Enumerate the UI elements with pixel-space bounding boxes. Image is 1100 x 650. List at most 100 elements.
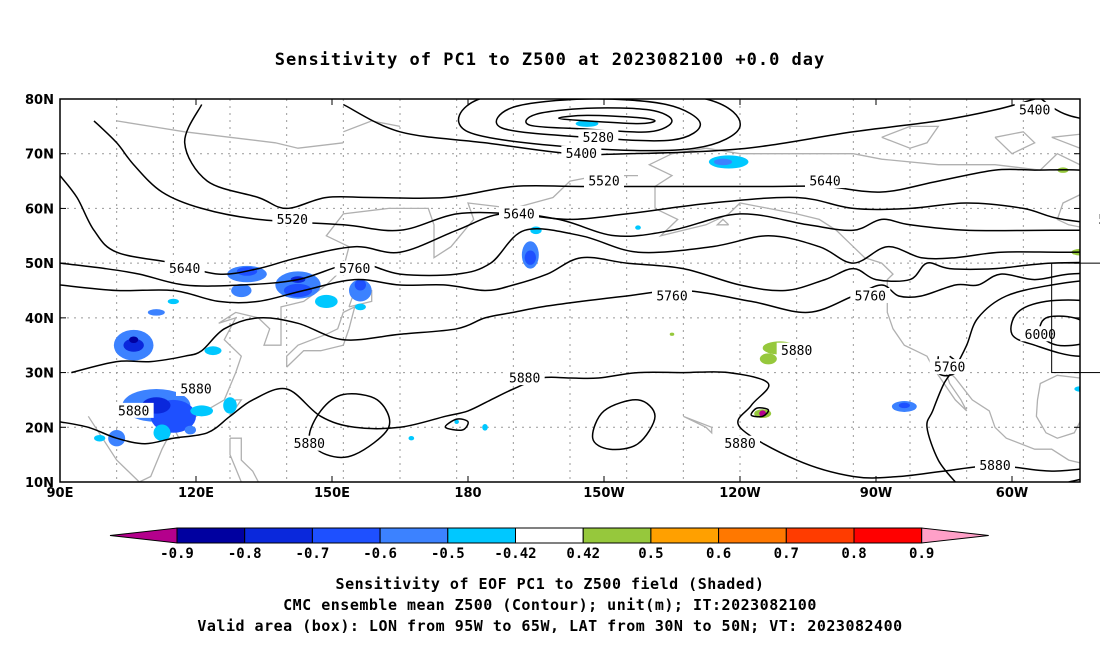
colorbar-label: 0.42 <box>566 546 600 562</box>
sensitivity-patch <box>408 436 415 441</box>
coastline-segment <box>881 125 940 149</box>
sensitivity-patch <box>123 338 144 352</box>
contour-label-bg <box>975 457 1015 473</box>
lon-tick-label: 60W <box>996 486 1028 501</box>
contour-label: 5880 <box>509 372 540 387</box>
contour-label: 5640 <box>809 175 840 190</box>
colorbar-label: 0.5 <box>638 546 663 562</box>
coastline-segment <box>654 202 1080 464</box>
colorbar-box <box>515 527 584 544</box>
sensitivity-patch <box>482 424 488 431</box>
colorbar-label: 0.8 <box>841 546 866 562</box>
colorbar-box <box>650 527 720 544</box>
lon-tick-label: 180 <box>454 486 481 501</box>
sensitivity-patch <box>454 419 459 425</box>
contour-line <box>183 99 1080 210</box>
sensitivity-patch <box>530 226 542 235</box>
contour-label: 5880 <box>724 437 755 452</box>
z500-contours <box>60 99 1080 482</box>
contour-line <box>308 393 391 459</box>
lon-tick-label: 120W <box>719 486 760 501</box>
colorbar-arrow-high <box>921 527 989 544</box>
contour-line <box>557 114 656 125</box>
contour-line <box>1038 315 1080 347</box>
sensitivity-patch <box>315 294 338 309</box>
contour-label: 5640 <box>503 207 534 222</box>
lat-tick-label: 60N <box>25 202 54 217</box>
contour-label-bg <box>776 342 817 358</box>
valid-area-box <box>1051 262 1100 374</box>
contour-label: 5760 <box>339 262 370 277</box>
sensitivity-patch <box>204 346 222 356</box>
contour-label: 5400 <box>566 147 597 162</box>
coastline-segment <box>647 147 1080 439</box>
colorbar-box <box>447 527 516 544</box>
contour-label-bg <box>850 287 891 303</box>
chart-title: Sensitivity of PC1 to Z500 at 2023082100… <box>274 50 826 70</box>
caption-line-2: CMC ensemble mean Z500 (Contour); unit(m… <box>283 596 817 614</box>
coastline-segment <box>286 305 356 368</box>
colorbar-label: -0.6 <box>363 546 397 562</box>
contour-label-bg <box>652 287 692 303</box>
sensitivity-patch <box>231 283 252 298</box>
lat-tick-label: 70N <box>25 148 54 163</box>
sensitivity-patch <box>1089 184 1095 189</box>
contour-line <box>444 418 469 431</box>
contour-label-bg <box>289 435 330 451</box>
contour-label: 5280 <box>583 131 614 146</box>
colorbar-label: 0.6 <box>706 546 731 562</box>
contour-label-bg <box>805 173 845 189</box>
lat-tick-label: 40N <box>25 312 54 327</box>
contour-label-bg <box>1094 211 1100 227</box>
coastline-segment <box>87 174 638 482</box>
contour-line <box>525 107 673 133</box>
contour-label-bg <box>584 173 624 189</box>
figure-caption: Sensitivity of EOF PC1 to Z500 field (Sh… <box>0 574 1100 637</box>
contour-label: 5640 <box>169 262 200 277</box>
sensitivity-patch <box>669 332 675 336</box>
coastline-segment <box>715 218 730 226</box>
contour-label: 6000 <box>1025 328 1056 343</box>
contour-label-bg <box>176 380 216 396</box>
contour-line <box>591 399 656 451</box>
caption-line-3: Valid area (box): LON from 95W to 65W, L… <box>197 617 903 635</box>
sensitivity-patch <box>524 250 536 265</box>
contour-line <box>342 99 1035 156</box>
contour-label-bg <box>272 211 313 227</box>
contour-label: 5880 <box>294 437 325 452</box>
contour-label: 5880 <box>180 382 211 397</box>
colorbar-label: -0.7 <box>296 546 330 562</box>
contour-label-bg <box>504 370 545 386</box>
colorbar-box <box>718 527 787 544</box>
lon-tick-label: 90W <box>860 486 892 501</box>
contour-line <box>93 120 1080 232</box>
colorbar-box <box>311 527 381 544</box>
contour-label: 5760 <box>656 289 687 304</box>
sensitivity-patch <box>898 402 910 409</box>
contour-label: 5760 <box>855 289 886 304</box>
colorbar: -0.9 -0.8 -0.7 -0.6 -0.5 -0.42 0.42 0.5 0.6 0.7 0.… <box>109 527 989 562</box>
sensitivity-patch <box>129 336 139 344</box>
colorbar-label: -0.5 <box>431 546 465 562</box>
lat-tick-label: 10N <box>25 476 54 491</box>
coastline-segment <box>229 437 260 482</box>
lat-tick-label: 20N <box>25 421 54 436</box>
sensitivity-patch <box>153 424 171 441</box>
sensitivity-patch <box>635 225 641 230</box>
colorbar-box <box>244 527 313 544</box>
coastline-segment <box>116 120 344 149</box>
colorbar-box <box>176 527 246 544</box>
contour-label-bg <box>164 260 205 276</box>
colorbar-box <box>853 527 923 544</box>
contour-label: 5880 <box>781 344 812 359</box>
colorbar-box <box>785 527 855 544</box>
colorbar-label: -0.9 <box>160 546 194 562</box>
colorbar-label: -0.8 <box>228 546 262 562</box>
lat-tick-label: 30N <box>25 367 54 382</box>
contour-line <box>60 256 1080 304</box>
lat-tick-label: 50N <box>25 257 54 272</box>
contour-line <box>750 407 770 418</box>
contour-labels: 5400528054005520564056405520552056405760… <box>113 101 1100 474</box>
contour-label: 5880 <box>979 459 1010 474</box>
